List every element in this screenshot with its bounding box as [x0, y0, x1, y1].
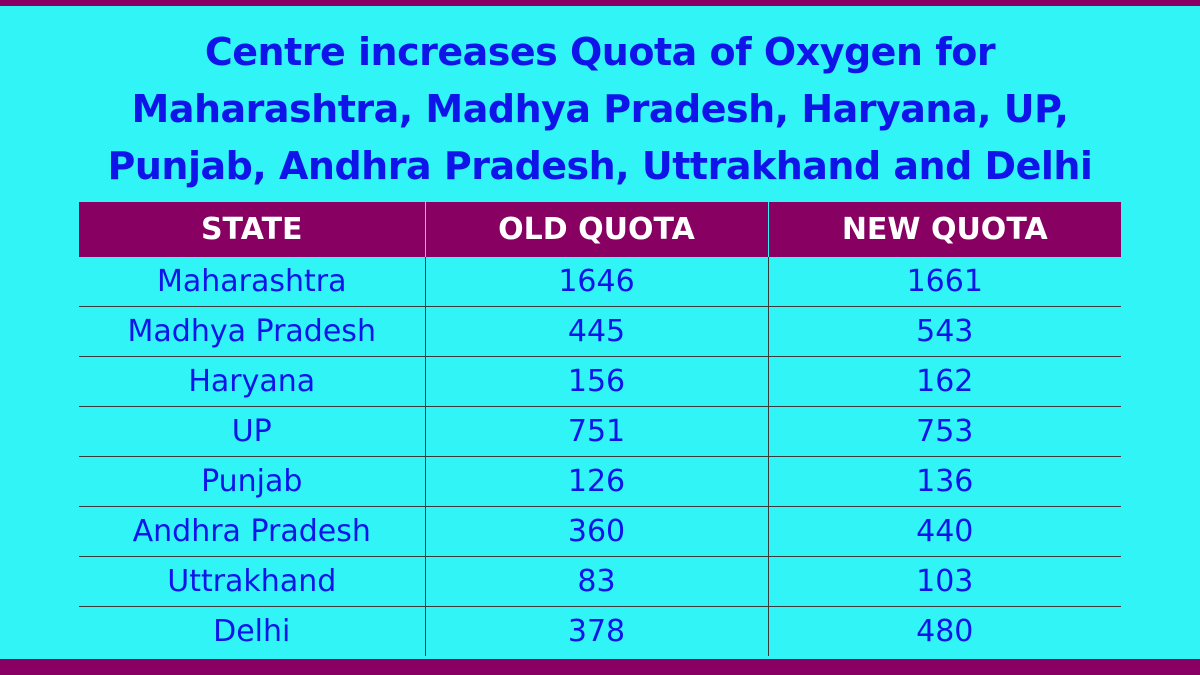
oxygen-quota-table: STATE OLD QUOTA NEW QUOTA Maharashtra 16… [79, 202, 1121, 656]
table-row: Punjab 126 136 [79, 456, 1121, 507]
headline: Centre increases Quota of Oxygen for Mah… [20, 24, 1180, 195]
new-quota-cell: 543 [767, 306, 1121, 357]
table-row: Uttrakhand 83 103 [79, 556, 1121, 607]
headline-line-2: Maharashtra, Madhya Pradesh, Haryana, UP… [131, 87, 1069, 131]
old-quota-cell: 156 [424, 356, 768, 407]
new-quota-cell: 103 [767, 556, 1121, 607]
old-quota-cell: 751 [424, 406, 768, 457]
state-cell: Andhra Pradesh [79, 506, 425, 557]
column-header-new-quota: NEW QUOTA [767, 202, 1121, 257]
table-row: UP 751 753 [79, 406, 1121, 457]
column-header-state: STATE [79, 202, 425, 257]
headline-line-1: Centre increases Quota of Oxygen for [204, 30, 996, 74]
state-cell: Punjab [79, 456, 425, 507]
state-cell: Uttrakhand [79, 556, 425, 607]
new-quota-cell: 753 [767, 406, 1121, 457]
new-quota-cell: 162 [767, 356, 1121, 407]
top-accent-band [0, 0, 1200, 6]
old-quota-cell: 126 [424, 456, 768, 507]
table-header-row: STATE OLD QUOTA NEW QUOTA [79, 202, 1121, 257]
table-row: Delhi 378 480 [79, 606, 1121, 656]
table-row: Madhya Pradesh 445 543 [79, 306, 1121, 357]
new-quota-cell: 440 [767, 506, 1121, 557]
state-cell: Maharashtra [79, 257, 425, 307]
column-header-old-quota: OLD QUOTA [424, 202, 768, 257]
new-quota-cell: 136 [767, 456, 1121, 507]
old-quota-cell: 83 [424, 556, 768, 607]
old-quota-cell: 360 [424, 506, 768, 557]
state-cell: Madhya Pradesh [79, 306, 425, 357]
state-cell: UP [79, 406, 425, 457]
old-quota-cell: 445 [424, 306, 768, 357]
bottom-accent-band [0, 659, 1200, 675]
old-quota-cell: 1646 [424, 257, 768, 307]
table-row: Haryana 156 162 [79, 356, 1121, 407]
old-quota-cell: 378 [424, 606, 768, 656]
headline-line-3: Punjab, Andhra Pradesh, Uttrakhand and D… [107, 144, 1093, 188]
table-row: Andhra Pradesh 360 440 [79, 506, 1121, 557]
new-quota-cell: 480 [767, 606, 1121, 656]
state-cell: Delhi [213, 614, 291, 649]
table-row: Maharashtra 1646 1661 [79, 257, 1121, 307]
state-cell: Haryana [79, 356, 425, 407]
new-quota-cell: 1661 [767, 257, 1121, 307]
